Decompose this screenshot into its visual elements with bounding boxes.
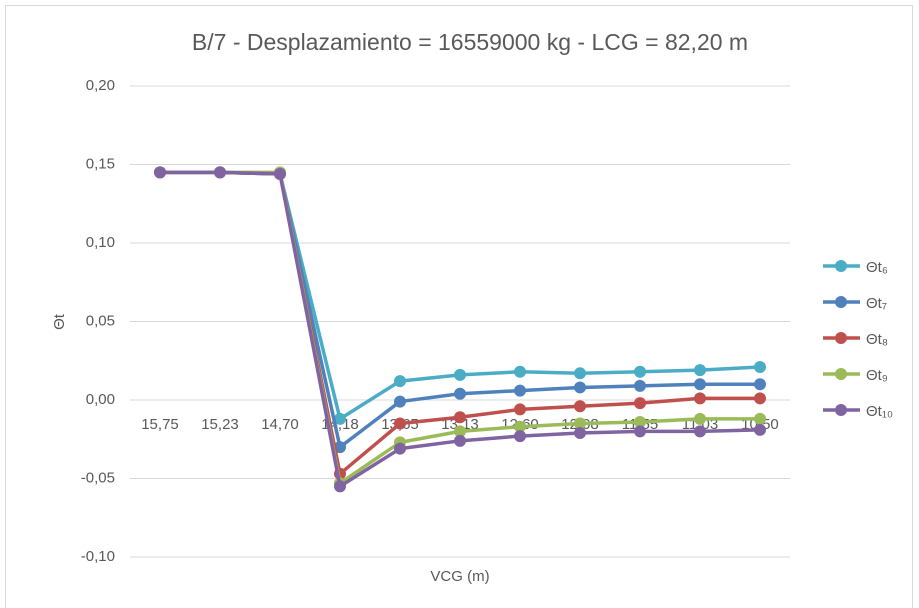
data-point xyxy=(754,361,766,374)
y-tick-label: 0,15 xyxy=(86,155,115,172)
data-point xyxy=(634,365,646,378)
data-point xyxy=(574,417,586,430)
data-point xyxy=(394,395,406,408)
data-point xyxy=(574,381,586,394)
legend-label: Θt₆ xyxy=(866,259,888,276)
data-point xyxy=(514,403,526,416)
y-tick-label: 0,00 xyxy=(86,391,115,408)
data-point xyxy=(694,364,706,377)
data-point xyxy=(514,384,526,397)
legend-marker xyxy=(835,296,847,308)
data-point xyxy=(454,411,466,424)
data-point xyxy=(634,425,646,438)
data-point xyxy=(694,425,706,438)
data-point xyxy=(214,166,226,179)
data-point xyxy=(754,392,766,405)
y-tick-label: 0,20 xyxy=(86,77,115,94)
x-tick-label: 15,75 xyxy=(141,416,179,433)
data-point xyxy=(514,430,526,443)
y-tick-label: 0,05 xyxy=(86,312,115,329)
legend-marker xyxy=(835,332,847,344)
legend-label: Θt₇ xyxy=(866,295,887,312)
legend-label: Θt₁₀ xyxy=(866,403,893,420)
data-point xyxy=(454,387,466,400)
data-point xyxy=(394,375,406,388)
y-tick-label: -0,10 xyxy=(81,548,115,565)
data-point xyxy=(154,166,166,179)
data-point xyxy=(754,423,766,436)
x-tick-label: 13,13 xyxy=(441,416,479,433)
data-point xyxy=(334,412,346,425)
data-point xyxy=(514,365,526,378)
data-point xyxy=(394,442,406,455)
data-point xyxy=(574,426,586,439)
y-axis-label: Θt xyxy=(51,313,68,330)
x-tick-label: 15,23 xyxy=(201,416,239,433)
chart-title: B/7 - Desplazamiento = 16559000 kg - LCG… xyxy=(192,29,748,55)
data-point xyxy=(334,480,346,493)
x-tick-label: 14,70 xyxy=(261,416,299,433)
legend-label: Θt₈ xyxy=(866,331,888,348)
chart-frame xyxy=(5,5,913,608)
data-point xyxy=(574,367,586,380)
data-point xyxy=(694,378,706,391)
data-point xyxy=(274,167,286,180)
data-point xyxy=(754,412,766,425)
data-point xyxy=(454,434,466,447)
legend-marker xyxy=(835,368,847,380)
x-axis-label: VCG (m) xyxy=(430,568,489,585)
legend-label: Θt₉ xyxy=(866,367,888,384)
y-tick-label: -0,05 xyxy=(81,469,115,486)
data-point xyxy=(694,412,706,425)
data-point xyxy=(574,400,586,413)
legend-marker xyxy=(835,404,847,416)
legend-marker xyxy=(835,260,847,272)
data-point xyxy=(394,417,406,430)
y-tick-label: 0,10 xyxy=(86,234,115,251)
data-point xyxy=(454,425,466,438)
data-point xyxy=(514,420,526,433)
data-point xyxy=(454,368,466,381)
data-point xyxy=(634,415,646,428)
data-point xyxy=(634,397,646,410)
data-point xyxy=(634,379,646,392)
data-point xyxy=(754,378,766,391)
data-point xyxy=(694,392,706,405)
